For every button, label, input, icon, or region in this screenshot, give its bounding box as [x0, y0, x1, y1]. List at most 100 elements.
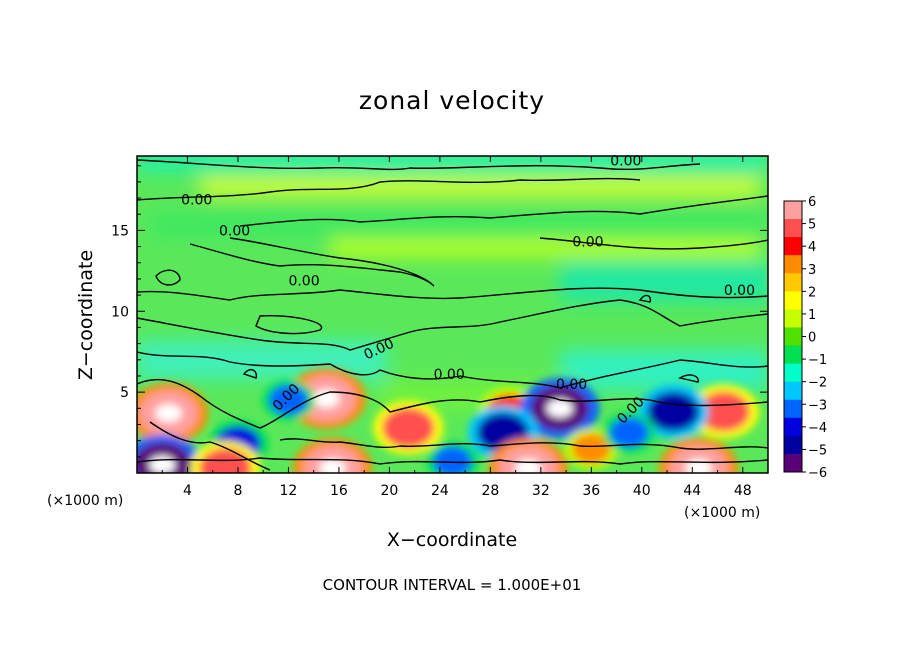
- x-tick-label: 8: [233, 483, 242, 499]
- colorbar-label: −1: [808, 353, 827, 368]
- colorbar-swatch: [784, 453, 802, 473]
- colorbar-label: 3: [808, 263, 816, 278]
- colorbar-swatch: [784, 291, 802, 310]
- colorbar-swatch: [784, 219, 802, 238]
- contour-line: [255, 314, 323, 335]
- anomaly-core: [697, 391, 750, 432]
- band-low-cyan-right: [560, 350, 768, 390]
- colorbar-label: −3: [808, 398, 827, 413]
- x-tick-label: 36: [582, 483, 600, 499]
- colorbar-swatch: [784, 363, 802, 383]
- contour-label: 0.00: [288, 273, 319, 289]
- y-axis-title: Z−coordinate: [75, 250, 97, 380]
- field-bands: [137, 156, 768, 410]
- x-tick-label: 28: [481, 483, 499, 499]
- x-tick-label: 44: [683, 483, 701, 499]
- band-right-cyan: [560, 262, 768, 302]
- colorbar-label: −2: [808, 376, 827, 391]
- anomaly-peak: [319, 459, 346, 473]
- colorbar-swatch: [784, 345, 802, 365]
- colorbar-swatch: [784, 327, 802, 347]
- contour-line: [279, 438, 768, 450]
- contour-line: [155, 269, 181, 286]
- anomaly-core: [609, 417, 649, 448]
- contour-label: 0.00: [219, 223, 250, 239]
- band-upper-yellow: [200, 178, 760, 196]
- contour-lines: [137, 159, 768, 471]
- x-tick-label: 40: [633, 483, 651, 499]
- colorbar-swatch: [784, 399, 802, 419]
- contour-line: [137, 378, 768, 429]
- colorbar-label: −4: [808, 421, 827, 436]
- anomaly-core: [432, 446, 473, 473]
- contour-interval-text: CONTOUR INTERVAL = 1.000E+01: [322, 576, 582, 594]
- anomaly-peak: [155, 404, 182, 423]
- colorbar-swatch: [784, 435, 802, 455]
- colorbar-swatch: [784, 201, 802, 220]
- contour-line: [137, 287, 768, 301]
- colorbar-label: 2: [808, 285, 816, 300]
- y-axis: 5 10 15: [111, 165, 768, 458]
- contour-line: [137, 351, 768, 389]
- colorbar-swatch: [784, 255, 802, 274]
- contour-line: [137, 457, 768, 465]
- contour-line: [137, 299, 768, 351]
- colorbar-swatch: [784, 417, 802, 437]
- contour-label: 0.00: [181, 193, 212, 209]
- contour-line: [137, 159, 701, 171]
- colorbar-swatch: [784, 309, 802, 328]
- contour-line: [149, 421, 271, 471]
- colorbar: 6 5 4 3 2 1 0 −1 −2 −3 −4 −5 −6: [783, 195, 827, 481]
- contour-line: [539, 237, 768, 250]
- anomaly-core: [647, 391, 700, 432]
- contour-line: [239, 195, 768, 227]
- x-tick-label: 16: [330, 483, 348, 499]
- anomaly-peak: [546, 399, 573, 418]
- colorbar-label: −5: [808, 443, 827, 458]
- band-mid-yellow: [330, 238, 760, 258]
- colorbar-label: 5: [808, 218, 816, 233]
- colorbar-swatch: [784, 381, 802, 401]
- contour-line: [638, 294, 652, 303]
- colorbar-label: 1: [808, 308, 816, 323]
- band-low-cyan: [137, 340, 387, 380]
- heatmap-field: [137, 156, 768, 473]
- x-unit-right: (×1000 m): [684, 505, 760, 521]
- plot-frame: [136, 155, 769, 474]
- anomaly-core: [199, 448, 252, 473]
- contour-label: 0.00: [610, 154, 641, 170]
- contour-label: 0.00: [556, 377, 587, 393]
- x-unit-left: (×1000 m): [47, 493, 123, 509]
- anomaly-core: [382, 407, 435, 448]
- anomaly-core: [571, 433, 611, 464]
- y-tick-label: 10: [111, 304, 129, 320]
- x-axis-title: X−coordinate: [387, 529, 517, 551]
- y-tick-label: 15: [111, 223, 129, 239]
- colorbar-label: 0: [808, 331, 816, 346]
- x-tick-label: 48: [734, 483, 752, 499]
- colorbar-label: 6: [808, 195, 816, 210]
- band-top-cyan: [137, 156, 768, 172]
- contour-label: 0.00: [724, 283, 755, 299]
- x-tick-label: 32: [532, 483, 550, 499]
- contour-line: [678, 374, 699, 383]
- anomaly-core: [268, 385, 309, 416]
- x-tick-label: 4: [183, 483, 192, 499]
- contour-line: [137, 177, 641, 201]
- anomaly-peak: [313, 389, 340, 408]
- colorbar-swatch: [784, 273, 802, 292]
- colorbar-label: 4: [808, 240, 816, 255]
- x-tick-label: 12: [280, 483, 298, 499]
- contour-line: [242, 368, 258, 379]
- x-tick-label: 20: [380, 483, 398, 499]
- x-tick-label: 24: [431, 483, 449, 499]
- contour-line: [189, 237, 435, 287]
- contour-label: 0.00: [434, 367, 465, 383]
- chart-title: zonal velocity: [358, 86, 546, 115]
- y-tick-label: 5: [120, 385, 129, 401]
- colorbar-label: −6: [808, 466, 827, 481]
- contour-label: 0.00: [572, 235, 603, 251]
- colorbar-swatch: [784, 237, 802, 256]
- x-axis: 4 8 12 16 20 24 28 32 36 40 44 48: [161, 156, 752, 499]
